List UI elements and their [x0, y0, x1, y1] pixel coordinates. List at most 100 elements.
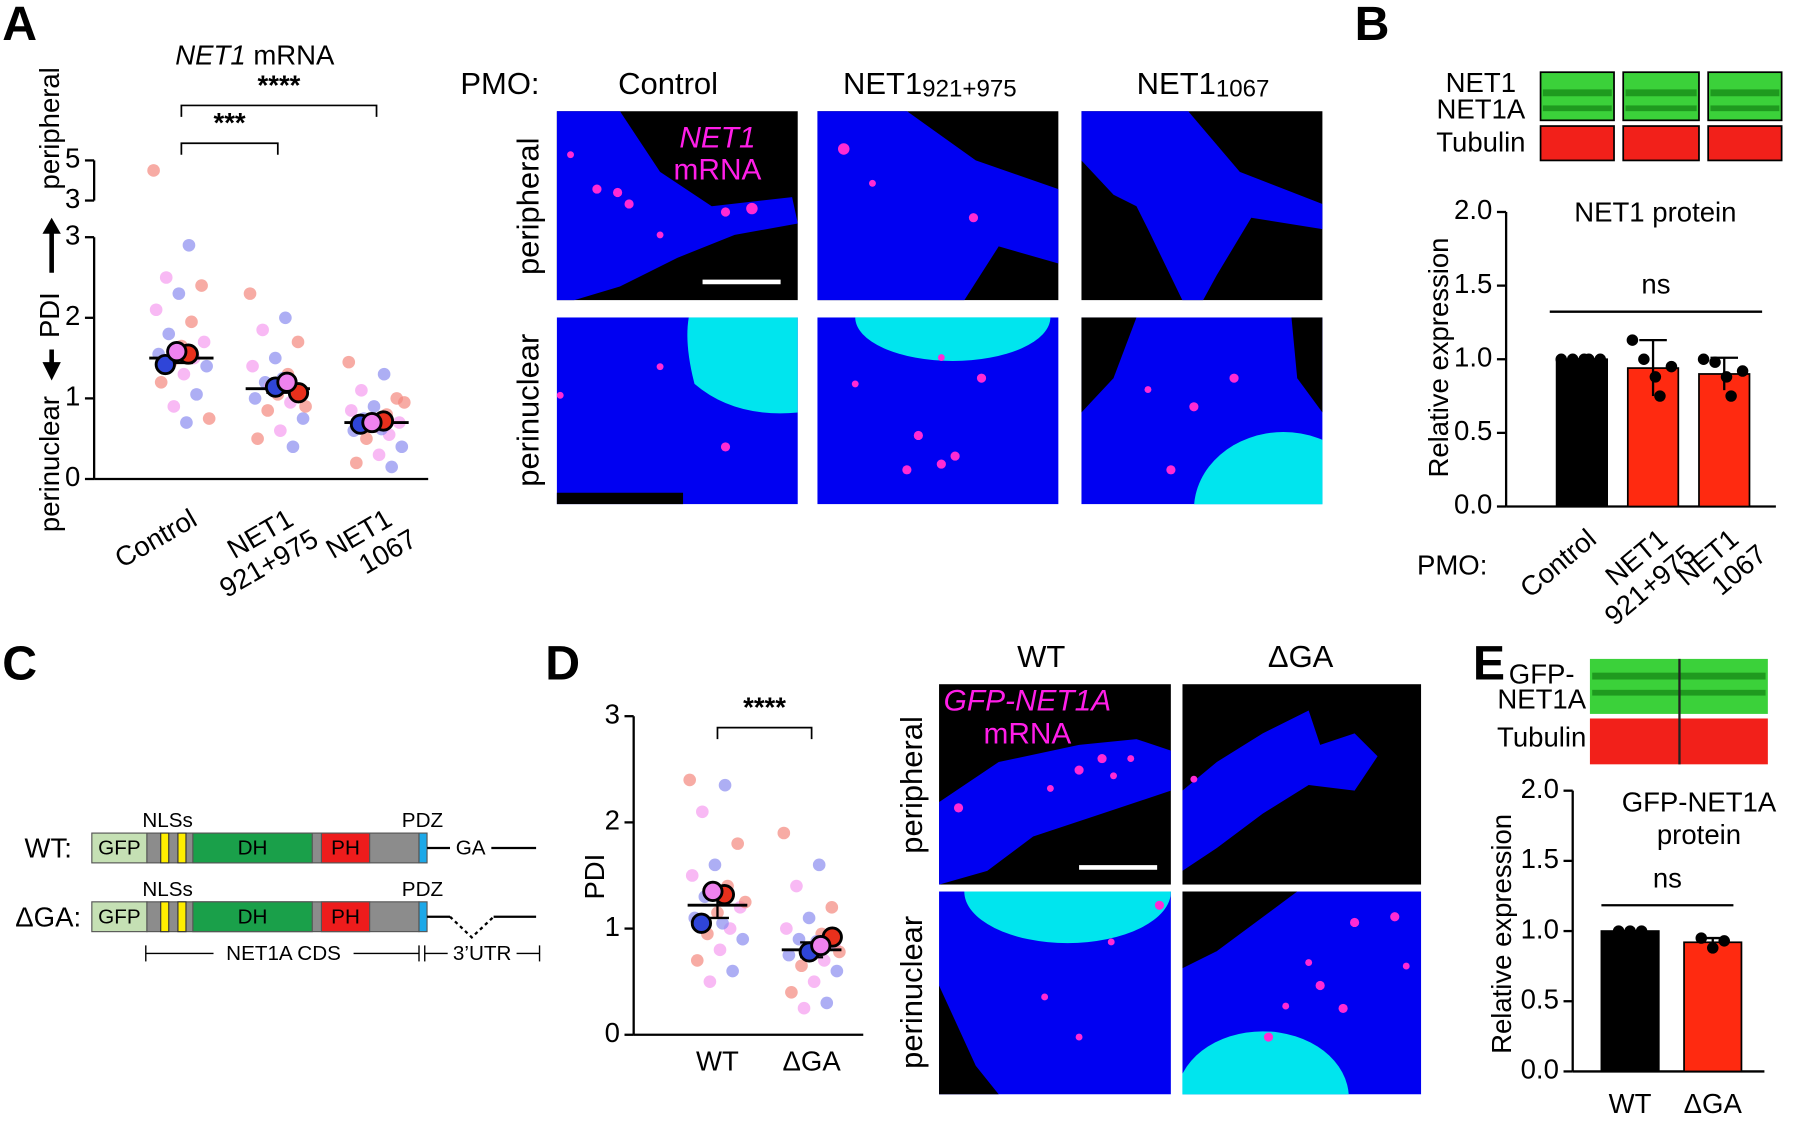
- y-tick-label: 0.5: [1521, 984, 1559, 1015]
- significance-label: ***: [214, 107, 246, 138]
- data-point: [261, 404, 275, 417]
- western-blot: GFP- NET1A Tubulin: [1497, 658, 1768, 765]
- data-point: [716, 916, 729, 930]
- data-point: [1697, 353, 1710, 365]
- data-point: [1665, 360, 1678, 373]
- data-point: [180, 416, 193, 429]
- replicate-mean: [361, 411, 383, 434]
- data-point: [195, 279, 208, 292]
- replicate-mean: [702, 880, 724, 903]
- micrograph: [817, 111, 1059, 301]
- data-point: [1612, 925, 1625, 937]
- y-axis-label: PDI: [579, 854, 610, 900]
- data-point: [802, 911, 816, 925]
- x-tick-label: Control: [1514, 523, 1602, 604]
- data-point: [246, 359, 259, 373]
- micrograph: [939, 684, 1171, 885]
- domain-label: PDZ: [402, 878, 443, 901]
- data-point: [397, 396, 411, 409]
- y-axis-label: PDI: [34, 292, 65, 338]
- data-point: [830, 964, 844, 978]
- domain-label: NLSs: [142, 878, 192, 901]
- blot-label: GFP-: [1509, 658, 1575, 689]
- data-point: [1638, 353, 1650, 365]
- y-tick-label: 0.5: [1454, 415, 1492, 446]
- chart-title: protein: [1657, 819, 1741, 850]
- y-axis-label: Relative expression: [1486, 814, 1517, 1054]
- y-tick-label: 1: [605, 911, 620, 942]
- x-tick-label: WT: [1609, 1088, 1652, 1119]
- blot-label: Tubulin: [1497, 721, 1586, 752]
- data-point: [286, 440, 300, 454]
- data-point: [1626, 334, 1639, 346]
- y-tick-label: 3: [605, 698, 620, 729]
- replicate-mean: [810, 934, 832, 957]
- data-point: [782, 948, 796, 962]
- data-point: [162, 327, 176, 341]
- domain-label: DH: [238, 905, 268, 928]
- arrow-head: [42, 217, 61, 234]
- y-tick-label: 5: [65, 143, 80, 174]
- data-point: [296, 412, 310, 425]
- micrograph: [939, 891, 1171, 1095]
- annotation: ns: [1653, 862, 1682, 893]
- overlay-label: mRNA: [983, 718, 1071, 751]
- data-point: [736, 932, 750, 946]
- y-tick-label: 1.5: [1521, 843, 1559, 874]
- data-point: [248, 392, 262, 405]
- blot-label: NET1A: [1436, 93, 1525, 124]
- micrograph: [556, 111, 798, 301]
- data-point: [812, 858, 826, 872]
- overlay-label: mRNA: [674, 154, 762, 187]
- domain-label: PH: [331, 905, 360, 928]
- data-point: [731, 837, 744, 850]
- data-point: [279, 311, 292, 325]
- data-point: [243, 287, 257, 300]
- data-point: [268, 351, 282, 365]
- x-tick-label-group: NET1921+975: [214, 503, 323, 604]
- row-label: peripheral: [894, 716, 929, 854]
- data-point: [197, 335, 211, 349]
- data-point: [1654, 390, 1666, 402]
- annotation: ns: [1641, 269, 1670, 300]
- data-point: [385, 460, 398, 474]
- data-point: [683, 773, 697, 787]
- data-point: [172, 287, 186, 300]
- domain-label: PDZ: [402, 809, 443, 832]
- y-axis-label: peripheral: [34, 67, 65, 189]
- data-point: [256, 323, 269, 337]
- data-point: [703, 975, 717, 988]
- replicate-mean: [166, 341, 188, 363]
- replicate-mean: [154, 353, 176, 376]
- data-point: [726, 964, 739, 978]
- data-point: [777, 826, 791, 840]
- data-point: [344, 404, 358, 417]
- construct-diagram: WT: GFP DH PH NLSs PDZ GA ΔGA: GFP DH PH…: [15, 809, 541, 965]
- data-point: [360, 432, 373, 445]
- domain-label: DH: [238, 837, 268, 860]
- data-point: [1555, 353, 1567, 365]
- y-axis-label: Relative expression: [1423, 238, 1454, 478]
- row-label: perinuclear: [894, 916, 929, 1069]
- data-point: [1624, 925, 1636, 937]
- data-point: [718, 778, 732, 792]
- y-tick-label: 0.0: [1454, 489, 1492, 520]
- x-tick-label: Control: [109, 503, 201, 574]
- chart-title: NET1 mRNA: [175, 40, 335, 71]
- construct: ΔGA: GFP DH PH NLSs PDZ: [15, 878, 537, 939]
- panel-label: B: [1355, 0, 1390, 51]
- data-point: [1594, 353, 1606, 365]
- x-tick-label: ΔGA: [1684, 1088, 1743, 1119]
- data-point: [350, 456, 363, 470]
- panel-label: E: [1473, 637, 1505, 691]
- data-point: [1736, 365, 1749, 377]
- data-point: [342, 355, 356, 369]
- domain-label: NLSs: [142, 809, 192, 832]
- micrograph: [817, 317, 1059, 505]
- data-point: [1709, 356, 1721, 368]
- panel-label: D: [545, 637, 580, 691]
- column-header: WT: [1017, 639, 1065, 674]
- data-point: [1635, 925, 1648, 937]
- significance-bracket: [716, 726, 813, 740]
